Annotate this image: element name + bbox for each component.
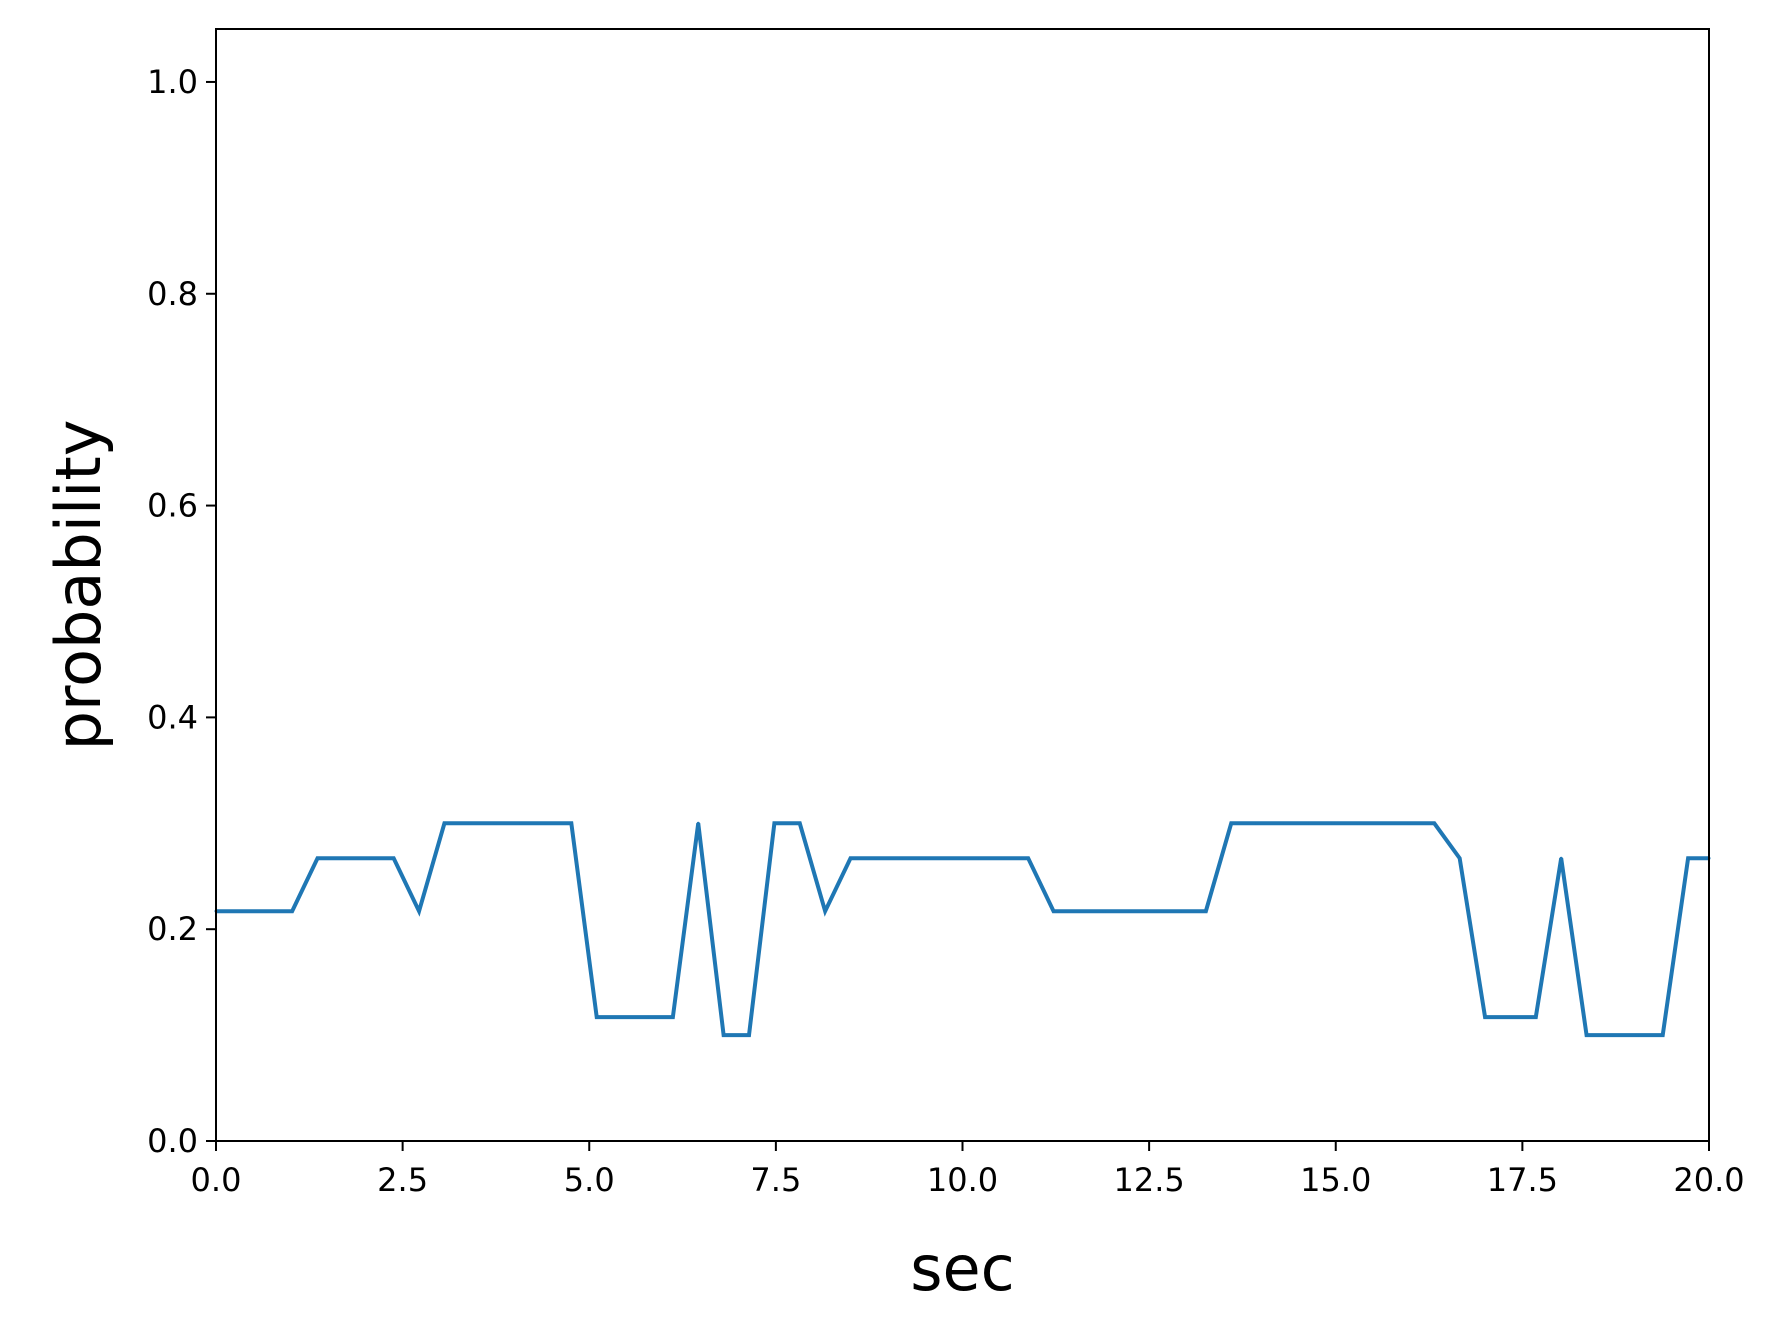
series-layer	[214, 821, 1711, 1038]
data-point	[950, 856, 954, 860]
data-point	[493, 821, 497, 825]
data-point	[722, 1033, 726, 1037]
data-point	[1610, 1033, 1614, 1037]
data-point	[468, 821, 472, 825]
y-axis: 0.0 0.2 0.4 0.6 0.8 1.0	[147, 63, 216, 1160]
data-point	[645, 1015, 649, 1019]
x-tick-label: 15.0	[1300, 1161, 1371, 1199]
x-tick-label: 17.5	[1487, 1161, 1558, 1199]
y-tick-label: 0.0	[147, 1122, 198, 1160]
data-point	[798, 821, 802, 825]
data-point	[366, 856, 370, 860]
data-point	[1559, 856, 1563, 860]
data-point	[569, 821, 573, 825]
data-point	[1635, 1033, 1639, 1037]
y-tick-label: 1.0	[147, 63, 198, 101]
data-point	[1153, 909, 1157, 913]
y-axis-label: probability	[42, 420, 115, 751]
data-point	[341, 856, 345, 860]
data-point	[1052, 909, 1056, 913]
x-tick-label: 0.0	[191, 1161, 242, 1199]
data-point	[519, 821, 523, 825]
data-point	[1432, 821, 1436, 825]
data-point	[1001, 856, 1005, 860]
data-point	[1255, 821, 1259, 825]
data-point	[544, 821, 548, 825]
data-point	[975, 856, 979, 860]
data-point	[899, 856, 903, 860]
data-point	[239, 909, 243, 913]
x-axis-label: sec	[910, 1232, 1015, 1305]
data-point	[1026, 856, 1030, 860]
data-point	[1534, 1015, 1538, 1019]
data-point	[1356, 821, 1360, 825]
data-point	[1077, 909, 1081, 913]
x-tick-label: 12.5	[1114, 1161, 1185, 1199]
data-point	[1483, 1015, 1487, 1019]
y-tick-label: 0.8	[147, 275, 198, 313]
data-point	[1458, 856, 1462, 860]
data-point	[823, 909, 827, 913]
x-tick-label: 2.5	[377, 1161, 428, 1199]
data-point	[290, 909, 294, 913]
x-tick-label: 5.0	[564, 1161, 615, 1199]
data-point	[392, 856, 396, 860]
data-point	[1382, 821, 1386, 825]
data-point	[417, 909, 421, 913]
data-point	[925, 856, 929, 860]
data-point	[316, 856, 320, 860]
data-point	[747, 1033, 751, 1037]
data-point	[1331, 821, 1335, 825]
data-point	[1102, 909, 1106, 913]
data-point	[1280, 821, 1284, 825]
y-tick-label: 0.4	[147, 698, 198, 736]
data-point	[1204, 909, 1208, 913]
y-tick-label: 0.6	[147, 487, 198, 525]
data-point	[1178, 909, 1182, 913]
x-tick-label: 7.5	[750, 1161, 801, 1199]
data-point	[442, 821, 446, 825]
x-tick-label: 10.0	[927, 1161, 998, 1199]
data-point	[1305, 821, 1309, 825]
data-point	[696, 821, 700, 825]
data-point	[595, 1015, 599, 1019]
data-point	[1661, 1033, 1665, 1037]
data-point	[1229, 821, 1233, 825]
plot-frame	[215, 28, 1710, 1142]
plot-area	[216, 29, 1709, 1141]
data-point	[1407, 821, 1411, 825]
x-axis: 0.0 2.5 5.0 7.5 10.0 12.5 15.0 17.5 20.0	[191, 1141, 1745, 1199]
data-point	[265, 909, 269, 913]
data-point	[874, 856, 878, 860]
data-point	[1508, 1015, 1512, 1019]
data-point	[772, 821, 776, 825]
y-tick-label: 0.2	[147, 910, 198, 948]
data-point	[1585, 1033, 1589, 1037]
data-point	[1128, 909, 1132, 913]
data-point	[849, 856, 853, 860]
x-tick-label: 20.0	[1673, 1161, 1744, 1199]
data-point	[620, 1015, 624, 1019]
series-line	[216, 821, 1709, 1038]
data-point	[671, 1015, 675, 1019]
data-point	[1686, 856, 1690, 860]
